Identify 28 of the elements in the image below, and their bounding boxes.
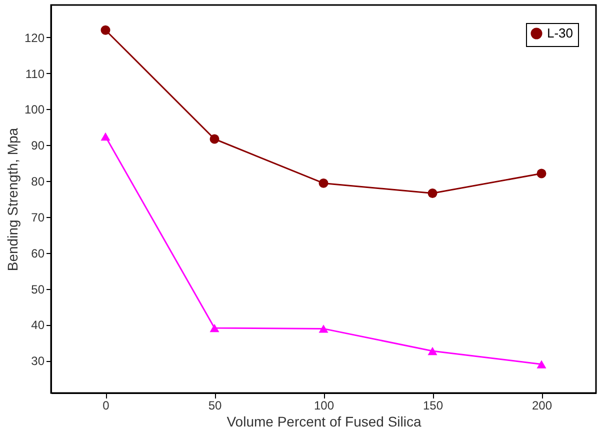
x-tick-label: 50 xyxy=(208,398,222,412)
y-tick-label: 100 xyxy=(24,102,45,117)
point xyxy=(536,168,546,178)
x-tick-label: 150 xyxy=(422,398,444,412)
y-tick-label: 120 xyxy=(24,30,45,45)
x-tick-label: 100 xyxy=(314,398,334,412)
point xyxy=(318,324,328,333)
point xyxy=(100,25,110,35)
y-tick-label: 50 xyxy=(31,282,45,296)
point xyxy=(210,134,220,144)
x-axis-title: Volume Percent of Fused Silica xyxy=(226,414,422,430)
point xyxy=(210,324,220,332)
point xyxy=(428,346,438,356)
y-tick-label: 110 xyxy=(25,66,45,81)
point xyxy=(428,188,438,198)
point xyxy=(318,178,328,188)
legend-label: L-30 xyxy=(547,26,574,40)
y-tick-label: 70 xyxy=(31,210,45,224)
y-tick-label: 60 xyxy=(31,246,45,260)
x-tick-label: 200 xyxy=(532,398,552,412)
point xyxy=(536,360,546,368)
x-tick-label: 0 xyxy=(102,398,110,412)
y-tick-label: 90 xyxy=(31,138,45,153)
y-tick-label: 30 xyxy=(31,354,45,368)
y-tick-label: 40 xyxy=(31,318,45,332)
y-axis-title: Bending Strength, Mpa xyxy=(4,128,20,272)
point xyxy=(100,132,110,141)
y-tick-label: 80 xyxy=(31,174,45,189)
